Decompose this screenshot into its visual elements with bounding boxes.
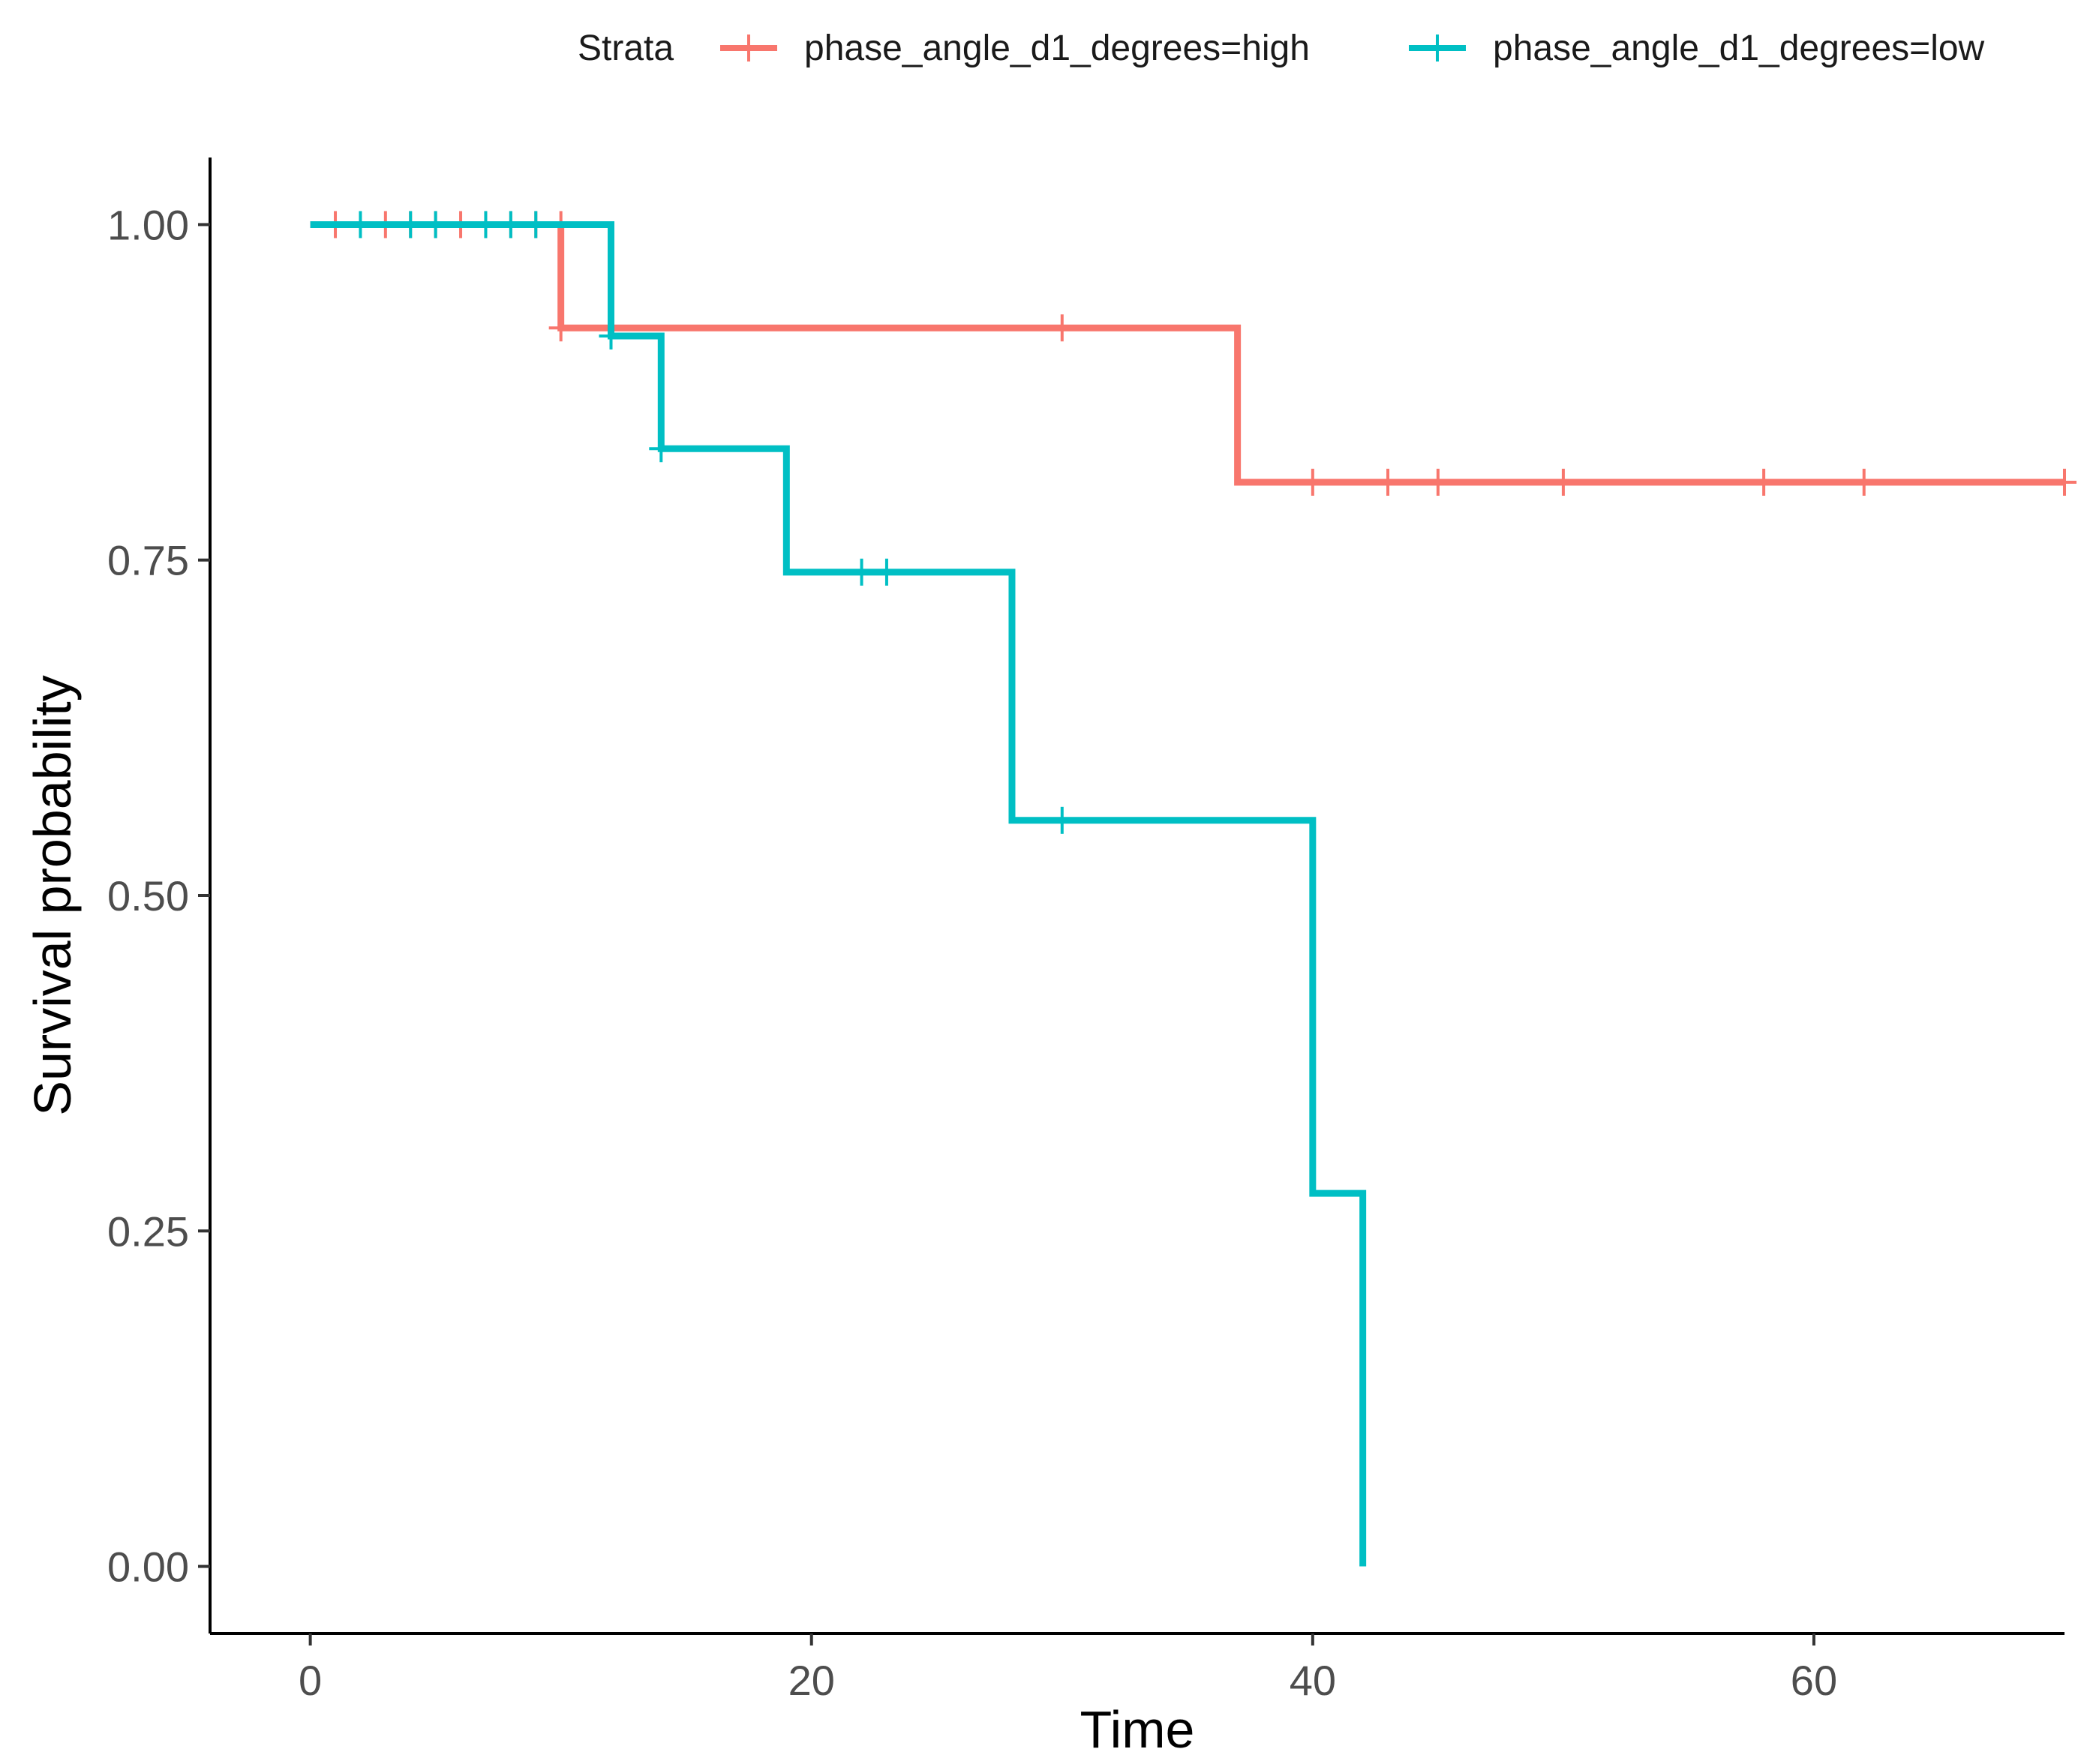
legend-title: Strata <box>578 28 674 68</box>
series-line <box>310 220 1367 1567</box>
x-tick-label: 20 <box>788 1657 835 1704</box>
x-tick-label: 0 <box>299 1657 322 1704</box>
y-tick-label: 0.75 <box>107 537 189 584</box>
x-axis-title: Time <box>1080 1700 1195 1759</box>
legend-label: phase_angle_d1_degrees=low <box>1493 28 1985 68</box>
censor-mark <box>1050 314 1074 342</box>
x-tick-label: 60 <box>1791 1657 1837 1704</box>
x-tick-label: 40 <box>1290 1657 1336 1704</box>
censor-mark <box>1376 468 1401 496</box>
censor-mark <box>398 211 423 238</box>
censor-mark <box>348 211 373 238</box>
censor-mark <box>1050 806 1074 834</box>
censor-mark <box>1425 468 1450 496</box>
series-layer <box>310 211 2076 1567</box>
censor-mark <box>423 211 448 238</box>
censor-mark <box>1752 468 1776 496</box>
series-low <box>310 211 1367 1567</box>
series-high <box>310 211 2076 496</box>
legend-item: phase_angle_d1_degrees=low <box>1409 28 1985 68</box>
y-tick-label: 0.50 <box>107 872 189 920</box>
y-ticks: 0.00 0.25 0.50 0.75 1.00 <box>107 201 210 1591</box>
y-tick-label: 0.00 <box>107 1544 189 1591</box>
legend: Strata phase_angle_d1_degrees=high phase_… <box>578 28 1985 68</box>
legend-items: phase_angle_d1_degrees=high phase_angle_d… <box>720 28 1985 68</box>
y-axis-title: Survival probability <box>23 675 82 1115</box>
y-tick-label: 1.00 <box>107 201 189 248</box>
censor-mark <box>1300 468 1325 496</box>
censor-mark <box>874 558 899 586</box>
censor-mark <box>2052 468 2076 496</box>
series-line <box>310 220 2064 486</box>
censor-mark <box>498 211 523 238</box>
plot-area: 0 20 40 60 0.00 0.25 0.50 0.75 1.00 <box>107 158 2076 1704</box>
axes-layer: 0 20 40 60 0.00 0.25 0.50 0.75 1.00 <box>107 158 2064 1704</box>
legend-label: phase_angle_d1_degrees=high <box>804 28 1310 68</box>
legend-item: phase_angle_d1_degrees=high <box>720 28 1310 68</box>
censor-mark <box>473 211 498 238</box>
censor-mark <box>524 211 548 238</box>
censor-mark <box>599 322 623 350</box>
x-ticks: 0 20 40 60 <box>299 1634 1837 1704</box>
censor-mark <box>649 435 674 463</box>
censor-mark <box>548 314 573 342</box>
censor-mark <box>1551 468 1575 496</box>
censor-mark <box>1851 468 1876 496</box>
censor-mark <box>849 558 874 586</box>
y-tick-label: 0.25 <box>107 1208 189 1255</box>
